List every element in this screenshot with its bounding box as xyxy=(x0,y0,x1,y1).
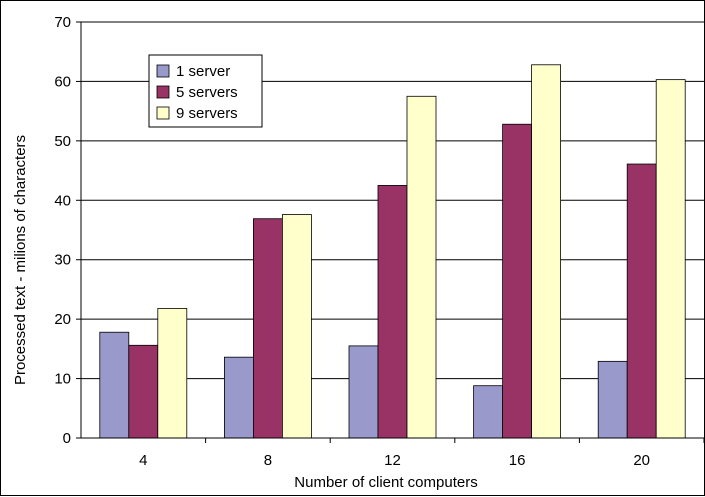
bar xyxy=(626,163,657,439)
legend-label: 5 servers xyxy=(176,84,238,101)
y-tick-label: 20 xyxy=(54,311,71,328)
legend-swatch xyxy=(156,106,170,120)
legend-swatch xyxy=(156,85,170,99)
x-tick-labels: 4 8 12 16 20 xyxy=(139,452,650,469)
y-axis-label: Processed text - milions of characters xyxy=(12,135,29,385)
x-tick-label: 4 xyxy=(139,452,147,469)
y-tick-label: 70 xyxy=(54,14,71,31)
bar xyxy=(377,185,408,439)
y-tick-labels: 0 10 20 30 40 50 60 70 xyxy=(54,14,71,447)
legend-label: 9 servers xyxy=(176,105,238,122)
bar xyxy=(502,123,533,439)
bar xyxy=(348,345,379,439)
axes xyxy=(76,21,705,443)
bars xyxy=(99,64,686,439)
bar xyxy=(157,308,188,439)
x-tick-label: 8 xyxy=(264,452,272,469)
y-tick-label: 30 xyxy=(54,252,71,269)
bar xyxy=(281,214,312,439)
x-tick-label: 20 xyxy=(633,452,650,469)
bar xyxy=(128,344,159,439)
y-tick-label: 0 xyxy=(63,430,71,447)
legend: 1 server 5 servers 9 servers xyxy=(148,54,263,128)
y-tick-label: 50 xyxy=(54,133,71,150)
bar xyxy=(597,360,628,439)
y-tick-label: 60 xyxy=(54,73,71,90)
x-axis-label: Number of client computers xyxy=(294,474,477,491)
bar xyxy=(223,356,254,439)
bar xyxy=(99,331,130,439)
x-tick-label: 12 xyxy=(384,452,401,469)
bar xyxy=(252,218,283,439)
y-tick-label: 40 xyxy=(54,192,71,209)
legend-label: 1 server xyxy=(176,63,230,80)
legend-swatch xyxy=(156,64,170,78)
y-tick-label: 10 xyxy=(54,371,71,388)
bar xyxy=(473,385,504,439)
bar xyxy=(406,95,437,439)
bar xyxy=(655,79,686,439)
x-tick-label: 16 xyxy=(509,452,526,469)
bar xyxy=(531,64,561,439)
